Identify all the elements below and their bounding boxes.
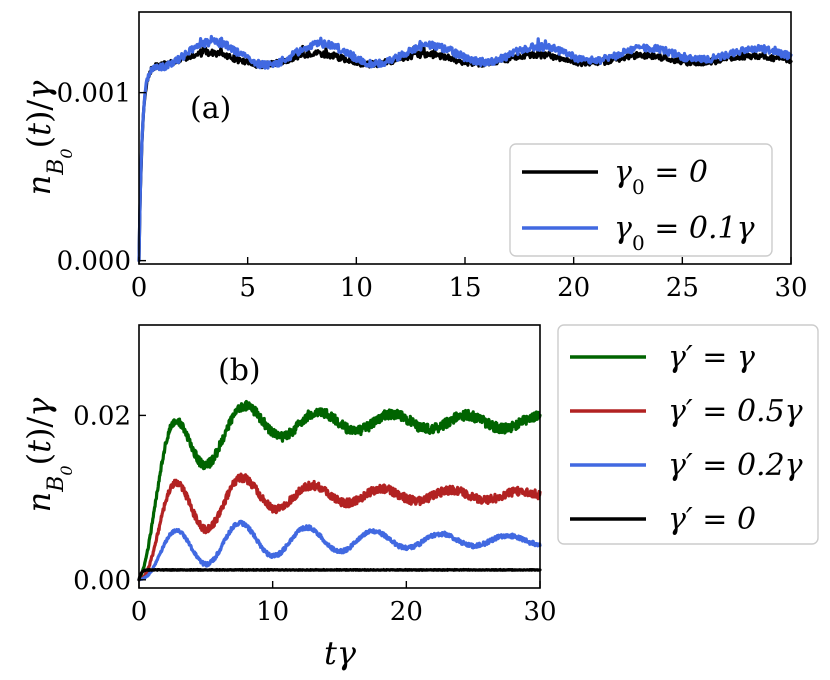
b-legend-label-2: γ′ = 0.2γ xyxy=(668,448,803,483)
b-legend-label-3: γ′ = 0 xyxy=(668,502,756,537)
b-ytick-label-1: 0.02 xyxy=(73,401,131,431)
a-xtick-label-6: 30 xyxy=(774,273,807,303)
panel-b-series xyxy=(137,399,542,582)
panel-a-series xyxy=(137,34,793,263)
a-legend-label-0: γ0 = 0 xyxy=(614,155,708,199)
a-series-0 xyxy=(137,42,793,263)
b-xtick-label-1: 10 xyxy=(256,597,289,627)
b-xtick-label-3: 30 xyxy=(523,597,556,627)
a-xtick-label-0: 0 xyxy=(131,273,148,303)
b-series-3 xyxy=(137,567,542,582)
panel-b-ylabel-text: nB0(t)/γ xyxy=(20,397,76,513)
a-xtick-label-4: 20 xyxy=(557,273,590,303)
panel-b-legend-box xyxy=(557,324,819,545)
a-xtick-label-1: 5 xyxy=(239,273,256,303)
a-xtick-label-3: 15 xyxy=(448,273,481,303)
a-series-1 xyxy=(137,34,793,263)
panel-b-frame xyxy=(138,324,541,589)
a-xtick-label-5: 25 xyxy=(666,273,699,303)
panel-b-ylabel: nB0(t)/γ xyxy=(20,397,76,513)
panel-b: 0 10 20 30 0.000.02 (b) nB0(t)/γ tγ γ′ = γγ… xyxy=(20,324,819,672)
b-series-0 xyxy=(137,399,542,582)
b-series-2 xyxy=(137,519,542,582)
a-ytick-label-1: 0.001 xyxy=(57,79,131,109)
panel-b-xlabel: tγ xyxy=(324,634,357,672)
b-xtick-label-0: 0 xyxy=(131,597,148,627)
b-xtick-label-2: 20 xyxy=(390,597,423,627)
a-legend-label-1: γ0 = 0.1γ xyxy=(614,211,755,255)
panel-b-legend: γ′ = γ γ′ = 0.5γ γ′ = 0.2γ γ′ = 0 xyxy=(557,324,819,545)
b-series-1 xyxy=(137,472,542,582)
panel-a-legend: γ0 = 0 γ0 = 0.1γ xyxy=(509,143,773,257)
panel-b-xlabel-text: tγ xyxy=(324,634,357,672)
panel-b-label: (b) xyxy=(218,353,261,388)
panel-a-label: (a) xyxy=(190,91,231,126)
b-ytick-label-0: 0.00 xyxy=(73,566,131,596)
a-ytick-label-0: 0.000 xyxy=(57,247,131,277)
b-legend-label-0: γ′ = γ xyxy=(668,340,755,375)
a-xtick-label-2: 10 xyxy=(340,273,373,303)
b-legend-label-1: γ′ = 0.5γ xyxy=(668,394,803,429)
